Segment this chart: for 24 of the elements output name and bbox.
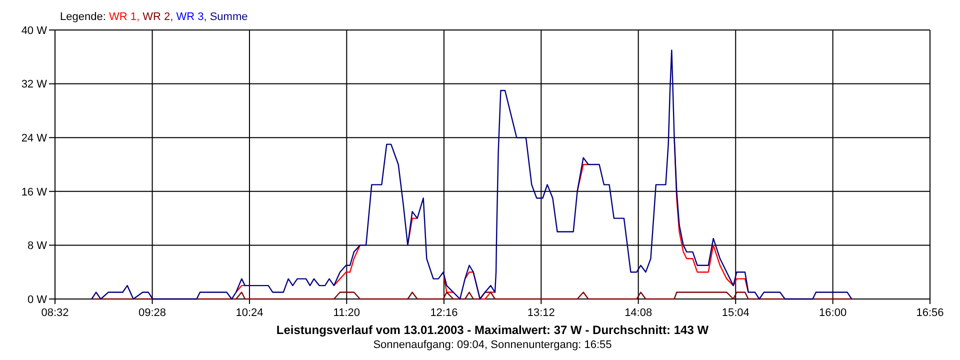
y-tick-label: 0 W [27, 294, 48, 306]
x-tick-label: 09:28 [138, 307, 166, 319]
y-tick-label: 24 W [21, 132, 48, 144]
line-series [91, 50, 852, 300]
y-tick-label: 40 W [21, 24, 48, 37]
y-tick-label: 8 W [27, 240, 48, 252]
text: Leistungsverlauf vom 13.01.2003 - Maximalwert: 37 W - Durchschnitt: 143 W [276, 323, 710, 337]
legend-label: WR 3, [176, 11, 210, 23]
text: Sonnenaufgang: 09:04, Sonnenuntergang: 16:55 [373, 339, 612, 351]
x-tick-label: 12:16 [430, 307, 458, 319]
x-tick-label: 16:56 [916, 307, 944, 319]
legend-title: Legende: [60, 11, 109, 23]
x-tick-label: 13:12 [527, 307, 555, 319]
x-tick-label: 15:04 [722, 307, 750, 319]
text: Summe [210, 11, 248, 23]
x-tick-label: 16:00 [819, 307, 847, 319]
x-tick-label: 14:08 [624, 307, 652, 319]
x-tick-label: 08:32 [41, 307, 69, 319]
x-tick-label: 10:24 [236, 307, 264, 319]
x-tick-label: 11:20 [333, 307, 360, 319]
y-tick-label: 32 W [21, 78, 48, 91]
y-tick-label: 16 W [21, 186, 48, 198]
text: WR 2, [142, 11, 176, 23]
text: WR 1, [108, 11, 143, 23]
